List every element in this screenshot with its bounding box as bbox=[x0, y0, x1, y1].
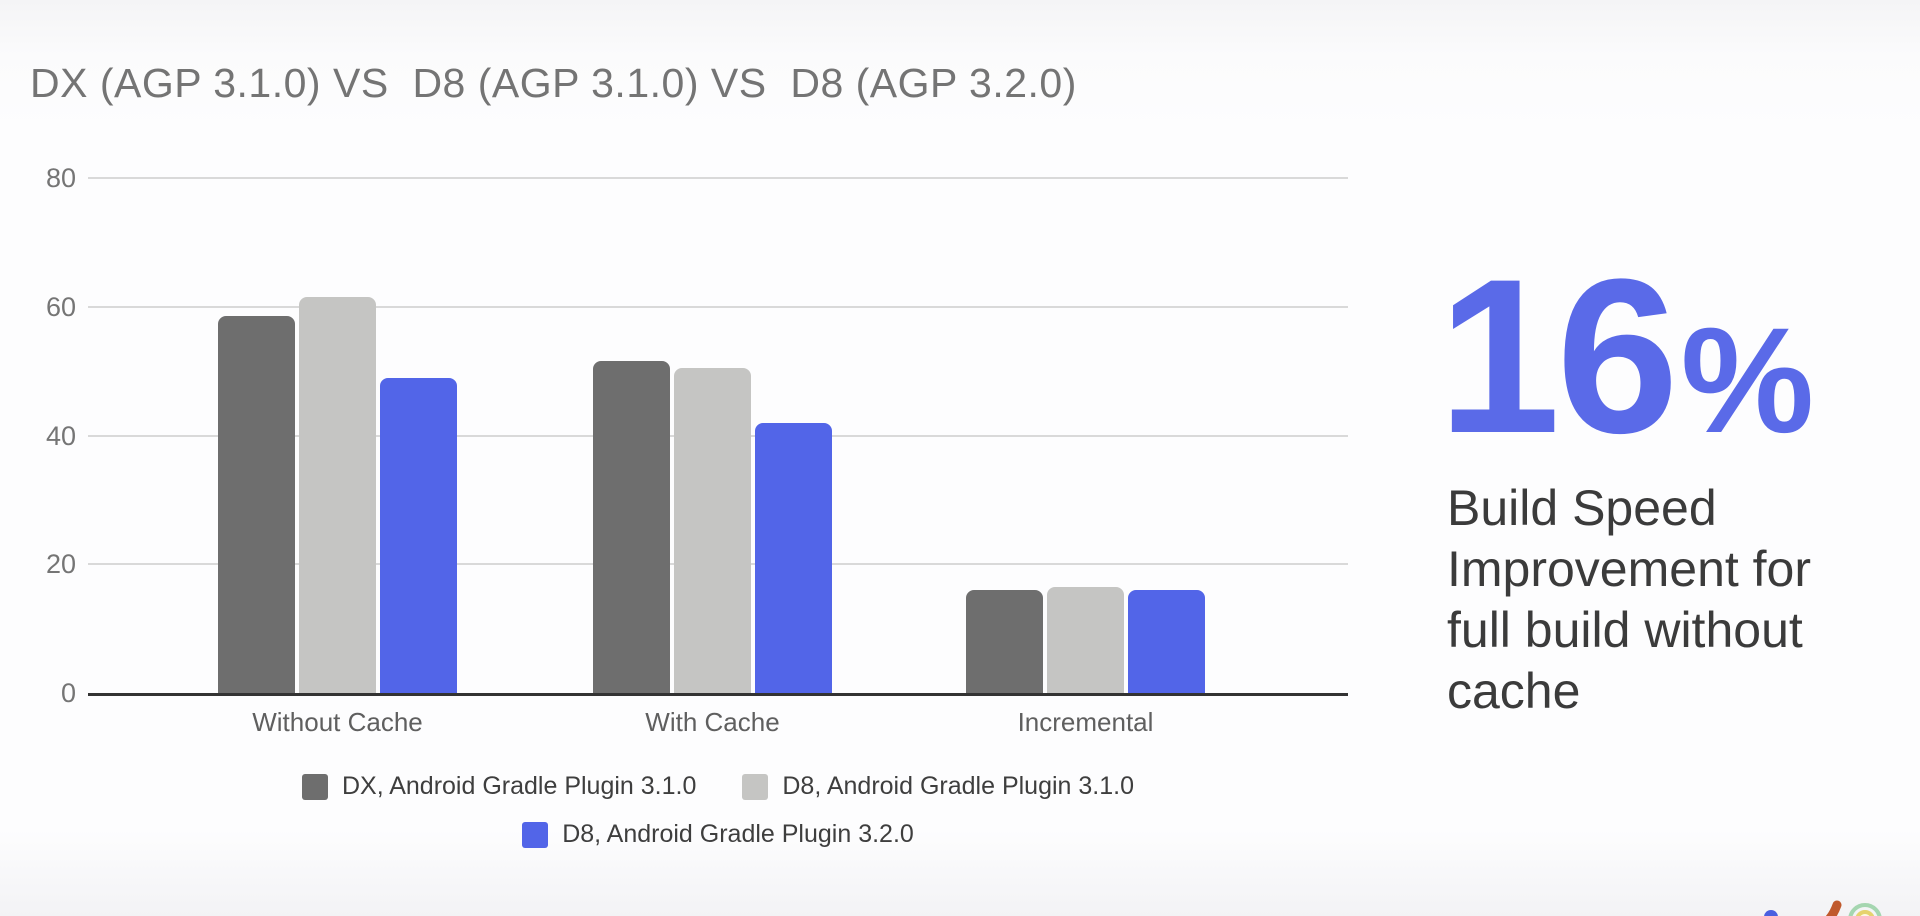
legend-item: D8, Android Gradle Plugin 3.1.0 bbox=[742, 772, 1134, 801]
y-tick-label: 0 bbox=[60, 678, 76, 708]
chart-legend-row-2: D8, Android Gradle Plugin 3.2.0 bbox=[88, 820, 1348, 849]
legend-swatch bbox=[742, 773, 769, 800]
bar bbox=[218, 316, 295, 693]
category-label: Incremental bbox=[1017, 707, 1154, 737]
callout-caption-line: cache bbox=[1447, 663, 1581, 719]
bar bbox=[299, 297, 376, 693]
bar bbox=[380, 377, 457, 693]
bar bbox=[755, 422, 832, 693]
legend-label: D8, Android Gradle Plugin 3.2.0 bbox=[562, 820, 914, 848]
callout-caption-line: Improvement for bbox=[1447, 541, 1812, 597]
gridline bbox=[88, 177, 1348, 179]
callout-caption-line: full build without bbox=[1447, 602, 1803, 658]
improvement-callout: 16 % bbox=[1438, 246, 1814, 466]
legend-label: DX, Android Gradle Plugin 3.1.0 bbox=[341, 772, 697, 800]
callout-value: 16 bbox=[1438, 233, 1679, 479]
gridline bbox=[88, 305, 1348, 308]
orange-squiggle-decoration bbox=[1825, 900, 1842, 916]
callout-caption: Build Speed Improvement for full build w… bbox=[1447, 478, 1920, 722]
callout-caption-line: Build Speed bbox=[1447, 480, 1717, 536]
bar bbox=[1128, 590, 1205, 693]
percent-sign: % bbox=[1680, 296, 1815, 464]
bar bbox=[966, 590, 1043, 693]
legend-label: D8, Android Gradle Plugin 3.1.0 bbox=[782, 772, 1134, 800]
bar bbox=[593, 361, 670, 693]
inner-ring-icon bbox=[1855, 910, 1875, 916]
chart-title: DX (AGP 3.1.0) VS D8 (AGP 3.1.0) VS D8 (… bbox=[30, 60, 1077, 106]
blue-dot-decoration bbox=[1764, 910, 1778, 916]
bar bbox=[1047, 586, 1124, 693]
legend-swatch bbox=[301, 773, 328, 800]
y-tick-label: 60 bbox=[45, 291, 76, 322]
bar bbox=[674, 367, 751, 693]
legend-item: DX, Android Gradle Plugin 3.1.0 bbox=[301, 772, 697, 801]
y-tick-label: 40 bbox=[45, 420, 76, 451]
category-label: With Cache bbox=[645, 707, 780, 737]
chart-legend-row-1: DX, Android Gradle Plugin 3.1.0 D8, Andro… bbox=[88, 772, 1348, 801]
legend-swatch bbox=[522, 821, 549, 848]
legend-item: D8, Android Gradle Plugin 3.2.0 bbox=[522, 820, 914, 849]
y-tick-label: 80 bbox=[45, 163, 76, 193]
y-tick-label: 20 bbox=[45, 549, 76, 580]
x-axis-line bbox=[88, 693, 1348, 696]
category-label: Without Cache bbox=[252, 707, 423, 737]
